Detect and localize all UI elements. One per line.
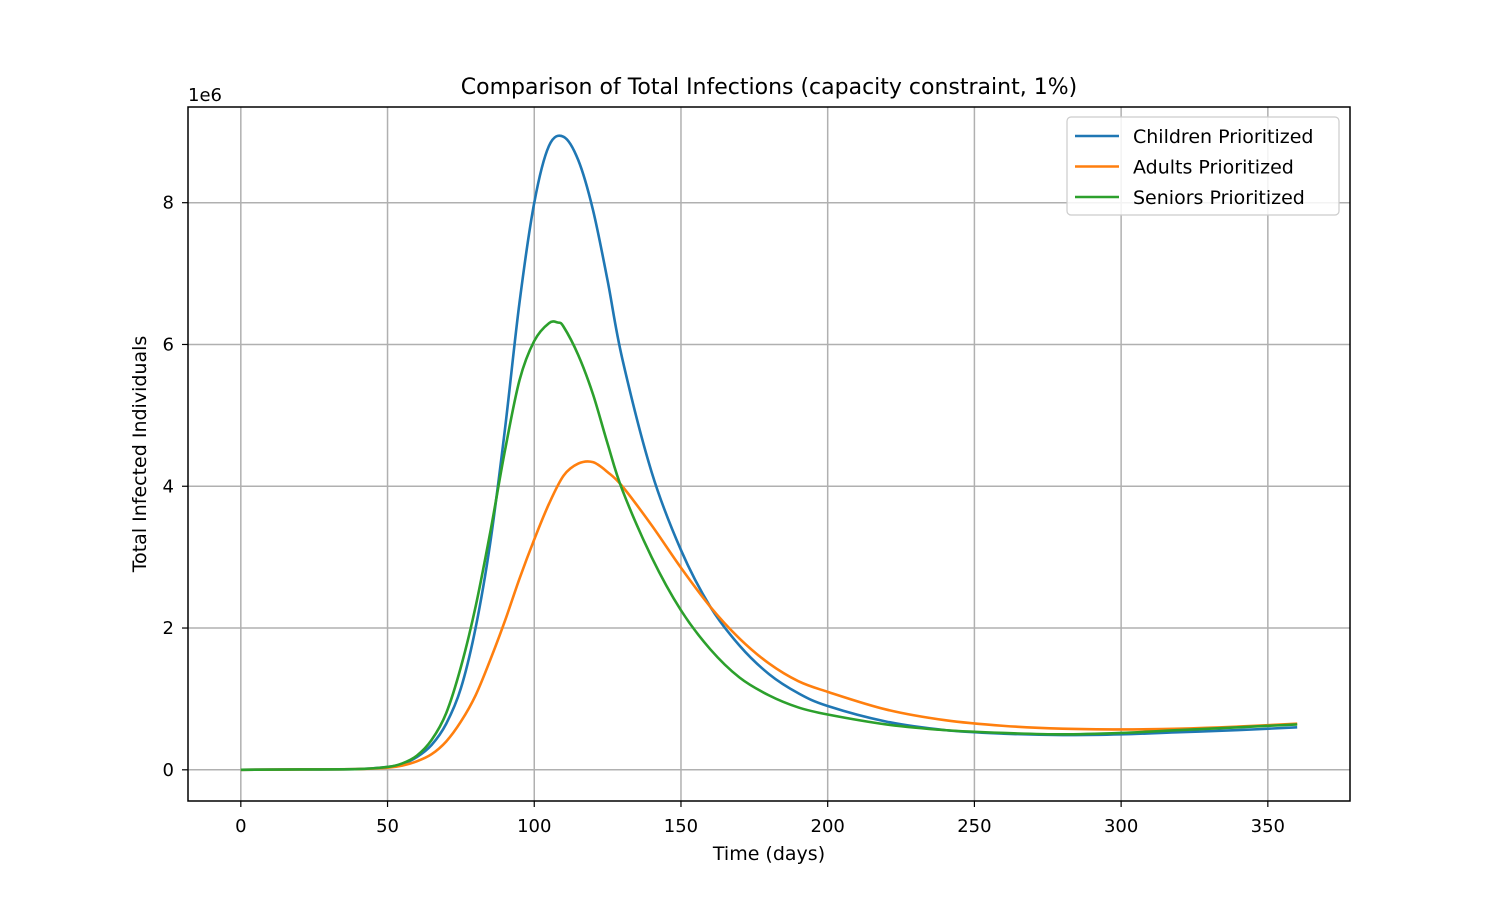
legend-label-children-prioritized: Children Prioritized	[1133, 126, 1313, 148]
y-tick-label: 6	[163, 334, 174, 355]
y-tick-label: 4	[163, 476, 174, 497]
x-axis-label: Time (days)	[712, 843, 825, 865]
x-tick-label: 50	[376, 816, 399, 837]
legend-box	[1066, 116, 1340, 216]
x-tick-label: 250	[957, 816, 991, 837]
x-tick-label: 150	[664, 816, 698, 837]
tick-layer: 0 50 100 150 200 250 300 350 0 2 4 6 8	[163, 193, 1285, 837]
grid-layer	[188, 107, 1350, 801]
x-tick-label: 0	[235, 816, 246, 837]
y-axis-label: Total Infected Individuals	[129, 336, 151, 574]
x-tick-label: 100	[517, 816, 551, 837]
y-tick-label: 8	[163, 193, 174, 214]
legend: Children Prioritized Adults Prioritized Se…	[1066, 116, 1340, 216]
x-tick-label: 350	[1251, 816, 1285, 837]
y-axis-offset-label: 1e6	[188, 85, 222, 106]
series-line-adults-prioritized	[240, 460, 1298, 772]
series-line-seniors-prioritized	[240, 320, 1298, 772]
legend-label-adults-prioritized: Adults Prioritized	[1133, 157, 1294, 179]
series-layer	[240, 134, 1298, 772]
legend-label-seniors-prioritized: Seniors Prioritized	[1133, 187, 1305, 209]
plot-frame	[187, 106, 1351, 802]
chart-title: Comparison of Total Infections (capacity…	[461, 75, 1077, 100]
y-tick-label: 2	[163, 618, 174, 639]
y-tick-label: 0	[163, 760, 174, 781]
x-tick-label: 200	[811, 816, 845, 837]
x-tick-label: 300	[1104, 816, 1138, 837]
